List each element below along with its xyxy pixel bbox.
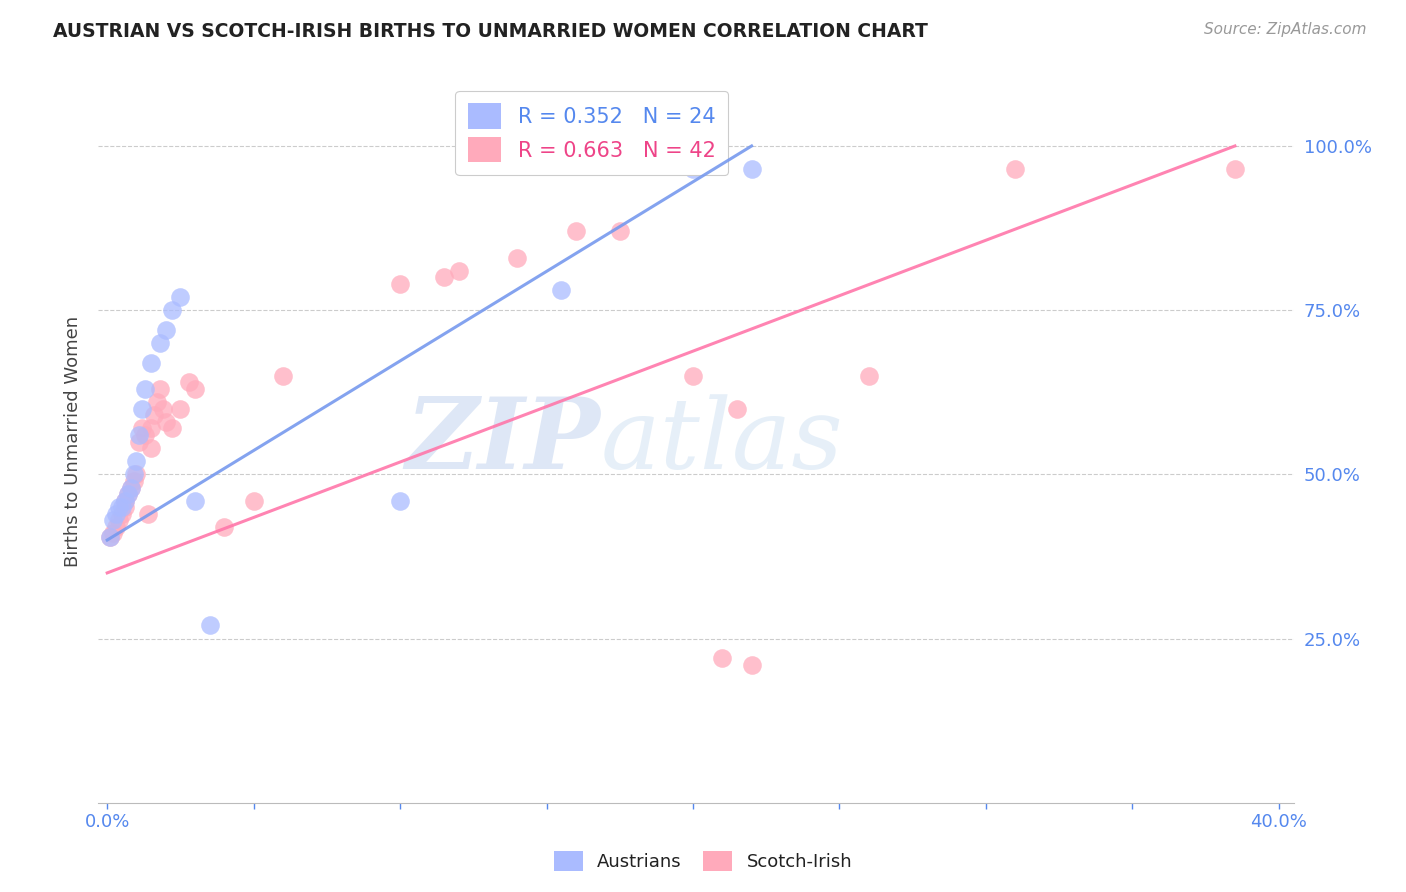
Point [143, 409, 166, 423]
Point [120, 481, 142, 495]
Point [711, 651, 734, 665]
Point [131, 401, 153, 416]
Point [152, 401, 174, 416]
Point [136, 507, 159, 521]
Point [141, 356, 163, 370]
Point [105, 507, 127, 521]
Point [98, 530, 121, 544]
Point [128, 428, 150, 442]
Point [117, 487, 139, 501]
Point [160, 303, 183, 318]
Point [128, 434, 150, 449]
Point [447, 264, 470, 278]
Point [609, 224, 631, 238]
Point [184, 493, 207, 508]
Point [141, 441, 163, 455]
Point [141, 421, 163, 435]
Point [134, 428, 156, 442]
Point [271, 368, 294, 383]
Point [682, 368, 704, 383]
Point [550, 284, 572, 298]
Point [117, 487, 139, 501]
Point [741, 657, 763, 672]
Point [169, 401, 191, 416]
Point [682, 161, 704, 176]
Point [111, 500, 134, 515]
Point [149, 382, 172, 396]
Point [389, 493, 412, 508]
Point [1223, 161, 1246, 176]
Text: atlas: atlas [600, 394, 844, 489]
Point [122, 467, 145, 482]
Point [125, 454, 148, 468]
Point [114, 493, 136, 508]
Point [98, 530, 121, 544]
Point [155, 415, 177, 429]
Point [108, 513, 131, 527]
Point [105, 520, 127, 534]
Point [179, 376, 201, 390]
Point [122, 474, 145, 488]
Legend: R = 0.352   N = 24, R = 0.663   N = 42: R = 0.352 N = 24, R = 0.663 N = 42 [456, 91, 728, 175]
Point [184, 382, 207, 396]
Point [433, 270, 456, 285]
Legend: Austrians, Scotch-Irish: Austrians, Scotch-Irish [547, 844, 859, 879]
Point [169, 290, 191, 304]
Point [101, 526, 124, 541]
Text: ZIP: ZIP [405, 393, 600, 490]
Point [108, 500, 131, 515]
Point [111, 507, 134, 521]
Point [858, 368, 880, 383]
Point [134, 382, 156, 396]
Y-axis label: Births to Unmarried Women: Births to Unmarried Women [63, 316, 82, 567]
Point [160, 421, 183, 435]
Point [242, 493, 264, 508]
Point [120, 481, 142, 495]
Text: AUSTRIAN VS SCOTCH-IRISH BIRTHS TO UNMARRIED WOMEN CORRELATION CHART: AUSTRIAN VS SCOTCH-IRISH BIRTHS TO UNMAR… [53, 22, 928, 41]
Point [125, 467, 148, 482]
Point [131, 421, 153, 435]
Point [146, 395, 169, 409]
Point [565, 224, 588, 238]
Point [101, 513, 124, 527]
Point [114, 500, 136, 515]
Point [155, 323, 177, 337]
Point [725, 401, 748, 416]
Point [506, 251, 529, 265]
Point [149, 336, 172, 351]
Point [1004, 161, 1026, 176]
Point [214, 520, 236, 534]
Point [114, 493, 136, 508]
Point [741, 161, 763, 176]
Point [389, 277, 412, 291]
Text: Source: ZipAtlas.com: Source: ZipAtlas.com [1204, 22, 1367, 37]
Point [198, 618, 221, 632]
